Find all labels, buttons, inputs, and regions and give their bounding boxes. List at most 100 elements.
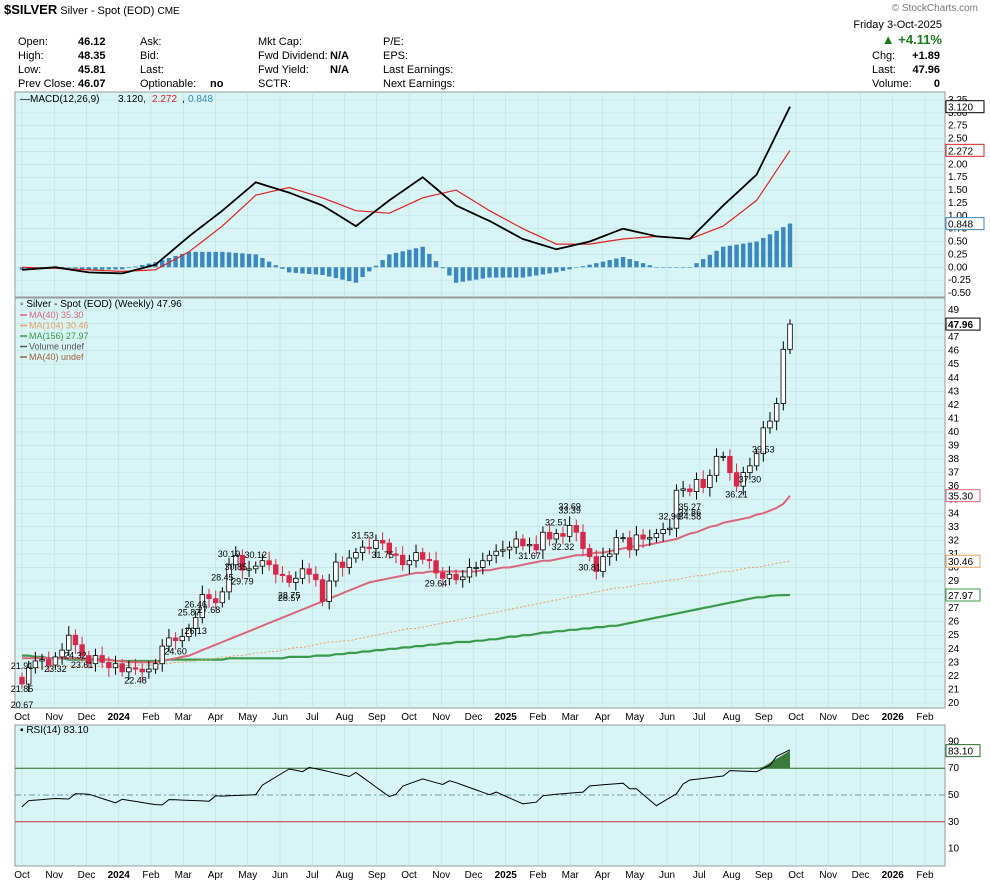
x-tick-label: 2026 <box>882 870 905 881</box>
macd-histogram-bar <box>447 267 452 276</box>
macd-histogram-bar <box>727 245 733 268</box>
price-y-tick-label: 34 <box>948 508 960 519</box>
price-annotation: 30.19 <box>218 549 241 559</box>
price-annotation: 32.96 <box>659 511 682 521</box>
macd-histogram-bar <box>360 267 365 278</box>
macd-last-value-box <box>945 100 985 114</box>
candle-body <box>640 534 646 540</box>
price-last-value-label: 30.46 <box>948 557 973 568</box>
x-tick-label: 2025 <box>495 712 518 723</box>
price-annotation: 30.85 <box>224 562 247 572</box>
x-tick-label: Nov <box>432 870 450 881</box>
candle-body <box>86 655 92 665</box>
rsi-line <box>21 749 791 808</box>
x-tick-label: 2025 <box>495 870 518 881</box>
candle-body <box>253 565 259 570</box>
col1-label: Prev Close: <box>18 78 75 90</box>
price-last-value-box <box>945 588 981 602</box>
macd-histogram-bar <box>367 267 372 272</box>
candle-body <box>600 556 606 572</box>
macd-histogram-bar <box>761 237 766 268</box>
candle-body <box>486 554 493 562</box>
candle-body <box>747 465 753 474</box>
candle-body <box>713 455 720 476</box>
candle-body <box>753 453 760 467</box>
chg-label: Chg: <box>872 50 896 62</box>
macd-histogram-bar <box>373 265 379 268</box>
col1-value: 46.07 <box>78 78 106 90</box>
candle-body <box>373 539 379 549</box>
candle-body <box>760 427 766 455</box>
col4-label: P/E: <box>383 36 404 48</box>
chg-value: +1.89 <box>912 50 940 62</box>
candle-body <box>146 668 152 673</box>
candle-body <box>99 655 105 663</box>
macd-histogram-bar <box>754 241 759 268</box>
price-y-tick-label: 27 <box>948 603 960 614</box>
rsi-y-tick-label: 50 <box>948 790 960 801</box>
candle-body <box>386 542 393 555</box>
candle-body <box>46 659 52 666</box>
price-annotation: 30.81 <box>578 563 601 573</box>
candle-body <box>700 478 706 488</box>
macd-histogram-bar <box>93 267 98 270</box>
candle-body <box>480 560 486 568</box>
macd-histogram-bar <box>407 249 412 268</box>
macd-histogram-bar <box>146 263 152 268</box>
macd-legend-macd: 3.120, <box>118 94 146 105</box>
x-tick-label: Feb <box>142 712 160 723</box>
macd-histogram-bar <box>487 267 492 278</box>
x-tick-label: Nov <box>45 712 63 723</box>
price-y-tick-label: 43 <box>948 386 960 397</box>
macd-histogram-bar <box>193 251 198 268</box>
candle-body <box>259 560 266 567</box>
price-legend-title: ◦ Silver - Spot (EOD) (Weekly) 47.96 <box>20 299 182 310</box>
candle-body <box>460 576 466 581</box>
macd-histogram-bar <box>306 267 312 274</box>
col4-label: Last Earnings: <box>383 64 454 76</box>
last-value: 47.96 <box>912 64 940 76</box>
ma104-line <box>22 560 791 669</box>
x-tick-label: Nov <box>45 870 63 881</box>
candle-body <box>319 579 326 602</box>
price-annotation: 26.13 <box>184 626 207 636</box>
macd-histogram-bar <box>160 260 165 268</box>
x-tick-label: Aug <box>723 712 741 723</box>
candle-body <box>573 525 579 533</box>
macd-y-tick-label: -0.50 <box>948 288 971 299</box>
x-tick-label: Sep <box>368 712 386 723</box>
x-tick-label: Dec <box>852 712 870 723</box>
price-annotation: 23.32 <box>44 664 67 674</box>
macd-histogram-bar <box>106 267 112 270</box>
macd-histogram-bar <box>467 267 472 281</box>
macd-histogram-bar <box>453 267 459 283</box>
candle-body <box>733 472 740 487</box>
macd-histogram-bar <box>400 251 405 268</box>
x-tick-label: Oct <box>401 712 417 723</box>
candle-body <box>453 573 459 581</box>
candle-body <box>667 527 673 530</box>
macd-histogram-bar <box>347 267 352 282</box>
macd-histogram-bar <box>340 267 345 280</box>
candle-body <box>179 636 185 642</box>
up-triangle-icon: ▲ <box>881 32 895 47</box>
macd-histogram-bar <box>500 267 506 278</box>
candle-body <box>606 553 613 558</box>
candle-body <box>106 661 112 669</box>
macd-histogram-bar <box>99 267 105 270</box>
price-panel <box>14 297 946 709</box>
macd-histogram-bar <box>126 267 132 268</box>
macd-y-tick-label: 3.00 <box>948 108 968 119</box>
col2-label: Ask: <box>140 36 162 48</box>
x-tick-label: 2026 <box>882 712 905 723</box>
macd-histogram-bar <box>226 252 232 268</box>
candle-body <box>246 568 252 571</box>
candle-body <box>132 667 139 670</box>
candle-body <box>186 628 192 637</box>
price-annotation: 31.53 <box>351 531 374 541</box>
x-tick-label: Dec <box>852 870 870 881</box>
price-y-tick-label: 41 <box>948 413 960 424</box>
macd-y-tick-label: 0.00 <box>948 262 968 273</box>
price-annotation: 27.68 <box>198 605 221 615</box>
price-legend-entry: MA(40) undef <box>29 352 84 362</box>
